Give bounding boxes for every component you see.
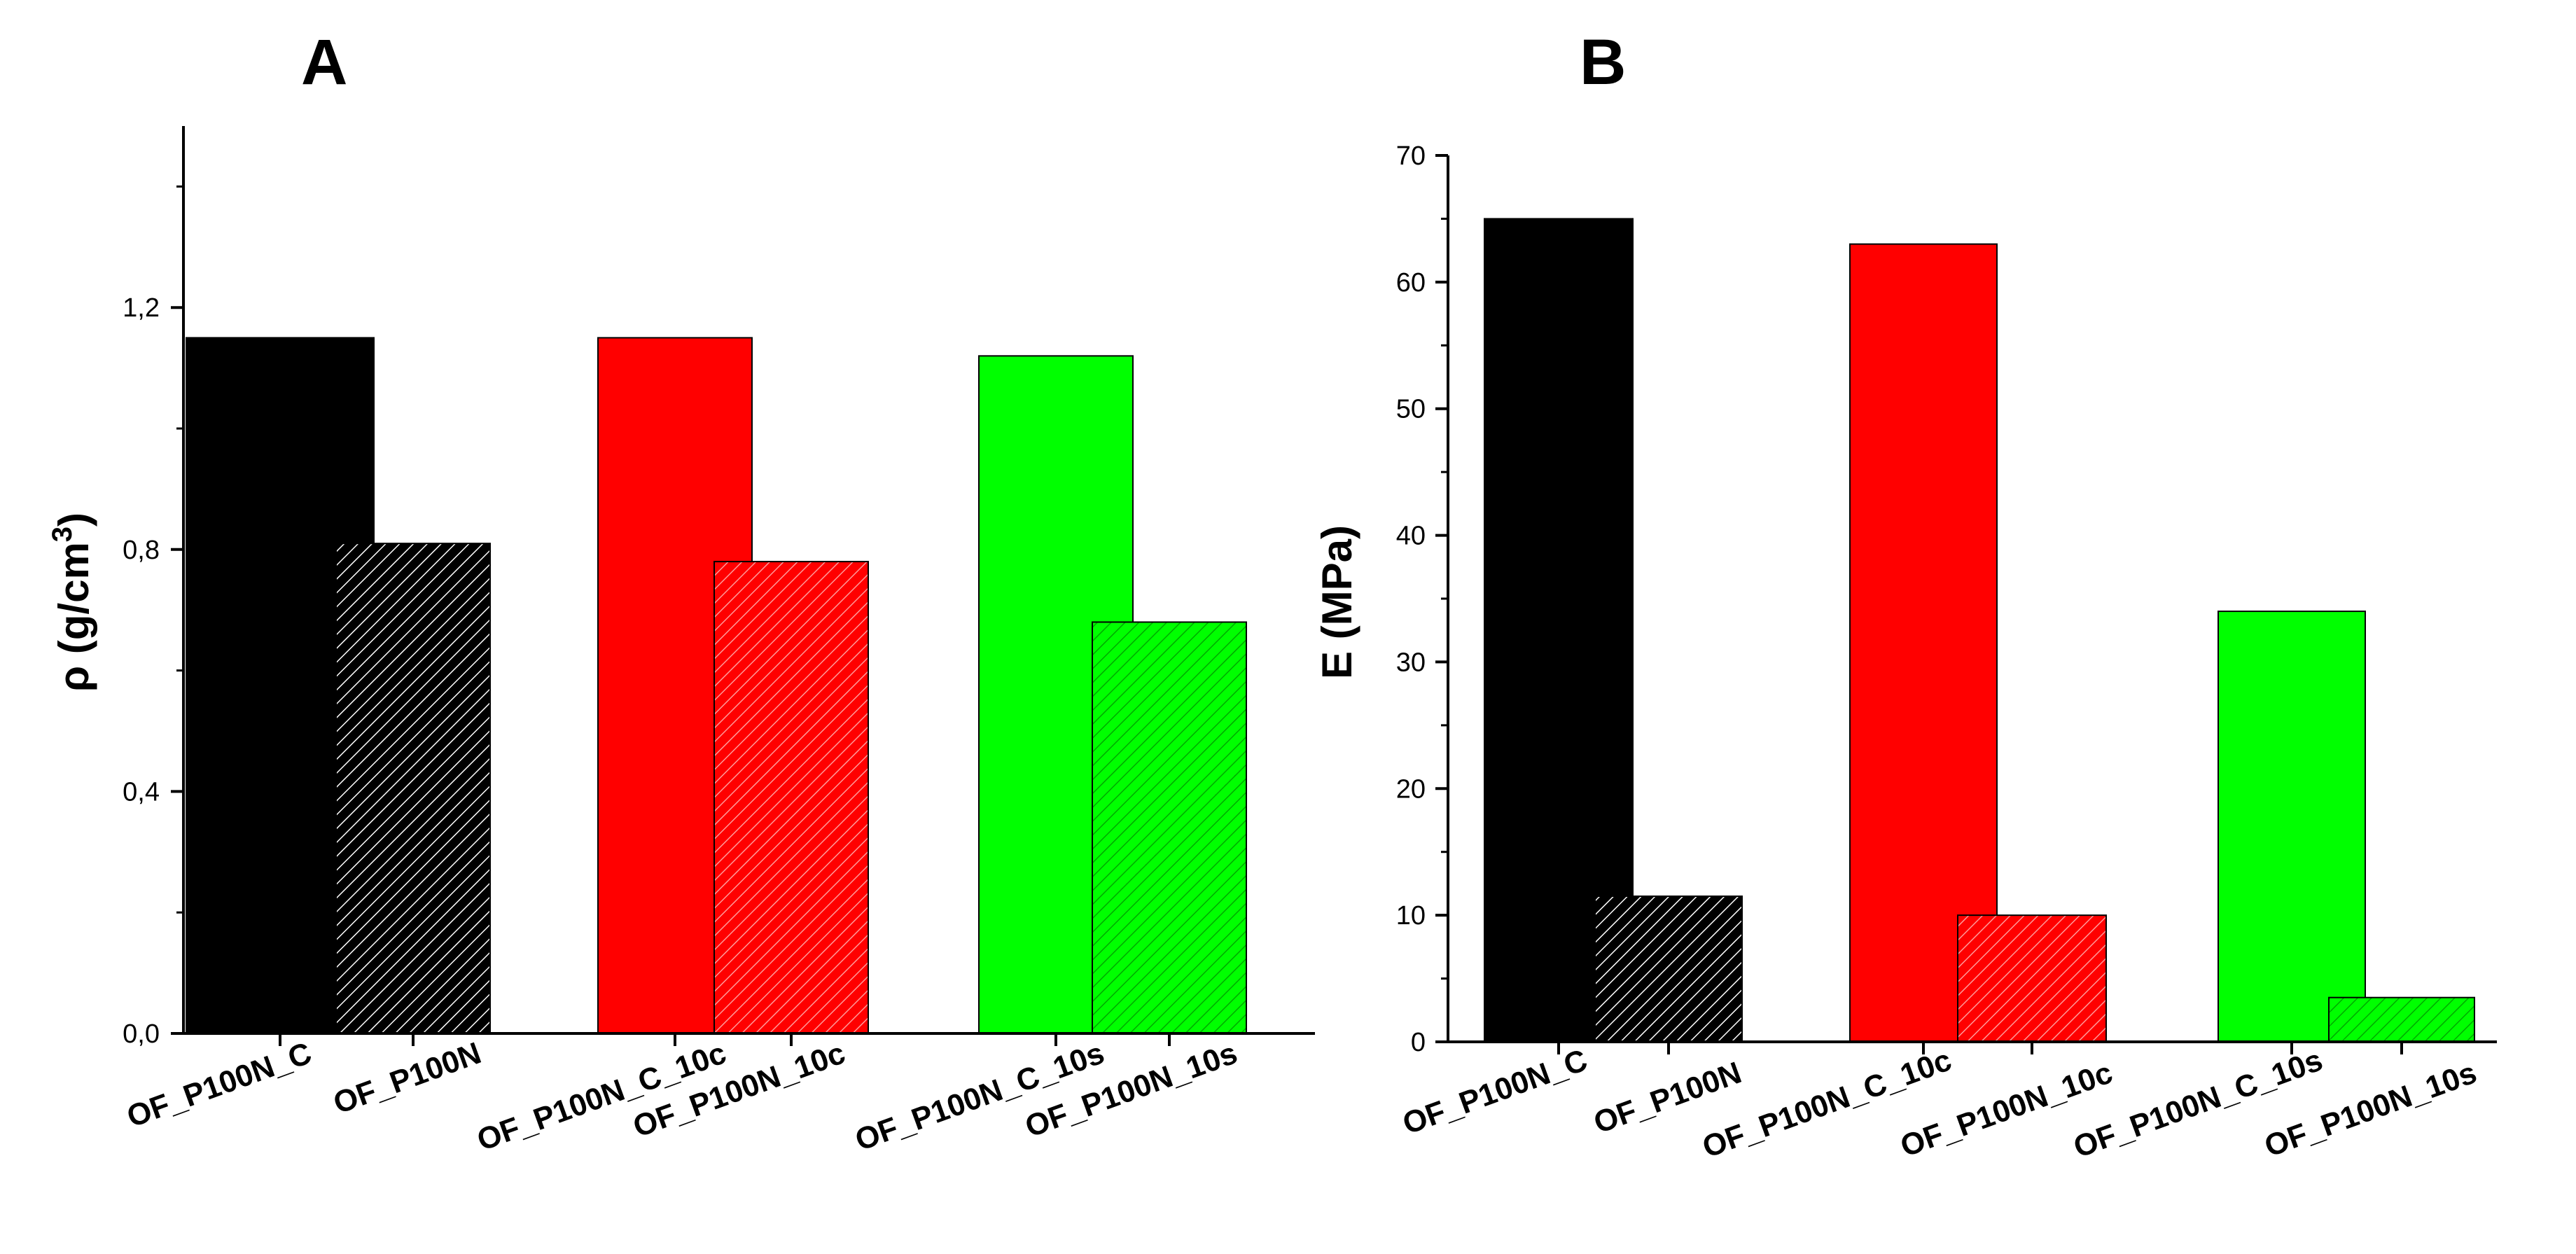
chart-panel-a: A ρ (g/cm3) 0,0 0,4 0,8 1,2 OF_P100N_C OF_P1… xyxy=(47,27,1315,1157)
y-tick-label: 0,4 xyxy=(123,777,160,807)
y-tick-label: 1,2 xyxy=(123,293,160,323)
bar-of-p100n-10s xyxy=(1092,621,1247,1034)
y-tick-label: 0,0 xyxy=(123,1019,160,1049)
panel-a-y-axis-title-superscript: 3 xyxy=(47,527,78,542)
y-tick-label: 70 xyxy=(1396,141,1426,171)
x-category-label: OF_P100N xyxy=(329,1036,486,1120)
chart-panel-b: B E (MPa) 0 10 20 30 40 50 60 70 OF_P100N_COF_P… xyxy=(1314,27,2497,1164)
panel-b-title: B xyxy=(1580,27,1626,98)
panel-a-x-labels: OF_P100N_C OF_P100NOF_P100N_C_10cOF_P100N… xyxy=(123,1033,1241,1157)
bar-of-p100n-10c xyxy=(713,561,869,1034)
y-tick-label: 40 xyxy=(1396,522,1426,551)
panel-a-y-axis-title: ρ (g/cm3) xyxy=(47,513,97,692)
panel-a-y-axis-title-close: ) xyxy=(50,513,97,527)
bar-of-p100n-10c xyxy=(1957,914,2107,1043)
bar-of-p100n-c-10s xyxy=(2218,611,2366,1043)
panel-b-y-axis-title: E (MPa) xyxy=(1314,525,1360,679)
y-tick-label: 50 xyxy=(1396,395,1426,424)
y-tick-label: 60 xyxy=(1396,268,1426,298)
panel-a-bars xyxy=(186,337,1247,1034)
panel-b-y-ticks: 0 10 20 30 40 50 60 70 xyxy=(1396,141,1448,1057)
y-tick-label: 20 xyxy=(1396,774,1426,804)
y-tick-label: 0 xyxy=(1411,1028,1426,1057)
bar-of-p100n xyxy=(1594,896,1743,1043)
bar-of-p100n xyxy=(335,543,491,1034)
panel-a-axes xyxy=(182,126,1315,1035)
y-tick-label: 30 xyxy=(1396,648,1426,677)
x-category-label: OF_P100N_C xyxy=(1398,1043,1592,1141)
panel-b-x-labels: OF_P100N_COF_P100NOF_P100N_C_10cOF_P100N… xyxy=(1398,1042,2481,1164)
panel-a-y-ticks: 0,0 0,4 0,8 1,2 xyxy=(123,185,183,1049)
bar-of-p100n-10s xyxy=(2328,996,2475,1043)
panel-a-title: A xyxy=(301,27,347,98)
x-category-label: OF_P100N_C xyxy=(123,1036,316,1134)
panel-b-bars xyxy=(1484,218,2475,1043)
panel-a-y-axis-title-main: ρ (g/cm xyxy=(50,542,97,692)
bar-of-p100n-c-10c xyxy=(1849,243,1998,1043)
y-tick-label: 10 xyxy=(1396,901,1426,931)
y-tick-label: 0,8 xyxy=(123,536,160,565)
